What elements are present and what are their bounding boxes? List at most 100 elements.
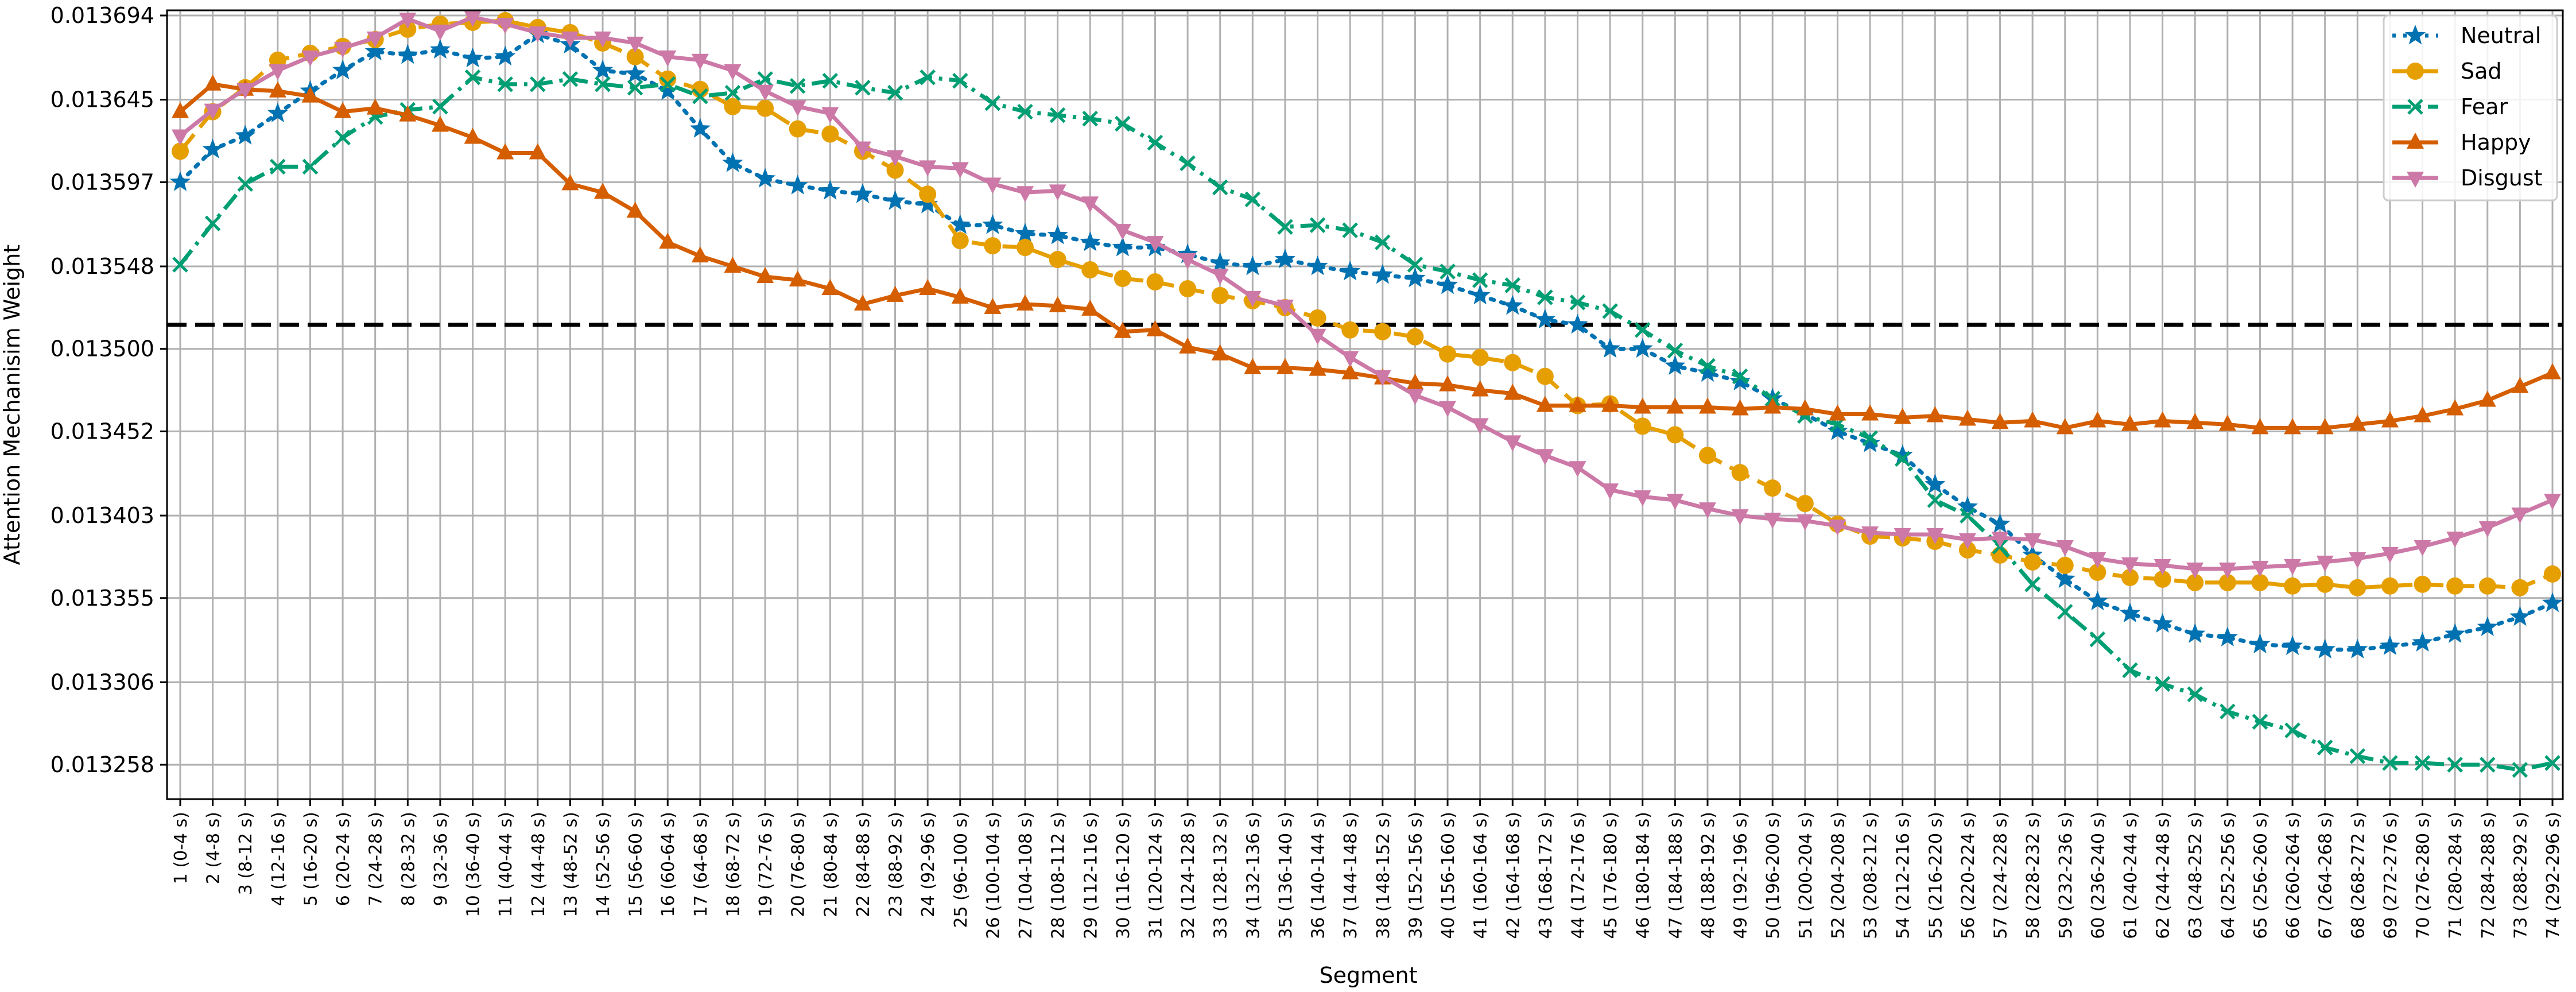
data-point-neutral [1340, 261, 1361, 281]
data-point-sad [886, 161, 904, 179]
data-point-neutral [2119, 602, 2141, 623]
x-tick-label: 21 (80-84 s) [821, 812, 841, 917]
data-point-fear [2349, 748, 2366, 764]
data-point-happy [1341, 363, 1359, 379]
data-point-happy [951, 287, 969, 304]
data-point-fear [1309, 217, 1326, 233]
data-point-disgust [204, 103, 222, 120]
data-point-happy [1244, 358, 1262, 374]
data-point-sad [1114, 269, 1131, 287]
data-point-fear [1667, 342, 1683, 359]
data-point-disgust [2478, 521, 2496, 538]
x-tick-label: 16 (60-64 s) [658, 812, 678, 917]
data-point-fear [1017, 103, 1033, 120]
data-point-sad [2316, 575, 2334, 593]
x-tick-label: 60 (236-240 s) [2088, 812, 2108, 939]
data-point-neutral [722, 152, 743, 172]
data-point-happy [789, 270, 806, 286]
x-tick-label: 42 (164-168 s) [1503, 812, 1523, 939]
data-point-neutral [1600, 338, 1621, 358]
data-point-disgust [1017, 186, 1034, 203]
data-point-fear [1960, 507, 1976, 524]
data-point-disgust [1861, 526, 1879, 543]
data-point-fear [237, 176, 254, 192]
data-point-happy [334, 102, 352, 118]
x-tick-label: 25 (96-100 s) [951, 812, 971, 928]
data-point-disgust [1309, 328, 1326, 345]
data-point-fear [1894, 451, 1911, 467]
data-point-happy [1114, 321, 1131, 338]
data-point-sad [951, 232, 969, 250]
x-tick-label: 52 (204-208 s) [1828, 812, 1848, 939]
data-point-sad [2056, 556, 2074, 574]
data-point-happy [1536, 396, 1554, 412]
data-point-fear [2220, 703, 2236, 720]
data-point-fear [1407, 257, 1423, 273]
data-point-happy [1276, 358, 1294, 374]
data-point-neutral [2347, 638, 2368, 658]
x-tick-label: 59 (232-236 s) [2056, 812, 2076, 939]
x-tick-label: 63 (248-252 s) [2186, 812, 2206, 939]
data-point-happy [1211, 344, 1229, 361]
y-tick-label: 0.013452 [51, 418, 154, 444]
x-tick-label: 68 (268-272 s) [2348, 812, 2368, 939]
data-point-neutral [1632, 338, 1653, 358]
data-point-fear [204, 215, 221, 231]
data-point-disgust [1601, 483, 1619, 500]
data-point-sad [2381, 577, 2399, 595]
x-tick-label: 44 (172-176 s) [1569, 812, 1589, 939]
x-tick-label: 69 (272-276 s) [2381, 812, 2401, 939]
data-point-happy [756, 266, 774, 283]
data-point-neutral [1665, 355, 1686, 375]
data-point-fear [692, 88, 708, 104]
data-point-disgust [1504, 435, 1522, 452]
legend-marker-disgust [2407, 172, 2424, 188]
data-point-happy [2251, 418, 2269, 435]
data-point-fear [2447, 757, 2463, 773]
data-point-fear [1569, 294, 1586, 311]
data-point-disgust [529, 26, 546, 42]
data-point-neutral [1860, 432, 1881, 452]
x-tick-label: 71 (280-284 s) [2446, 812, 2466, 939]
data-point-neutral [2379, 635, 2400, 655]
data-point-fear [1927, 492, 1943, 508]
data-point-happy [2218, 414, 2236, 431]
data-point-happy [431, 115, 449, 132]
data-point-sad [2024, 553, 2042, 571]
x-tick-label: 45 (176-180 s) [1601, 812, 1621, 939]
data-point-sad [2284, 577, 2302, 595]
data-point-happy [1796, 399, 1814, 416]
data-point-disgust [1276, 299, 1294, 316]
data-point-neutral [1372, 264, 1393, 284]
data-point-disgust [301, 50, 319, 67]
x-tick-label: 20 (76-80 s) [789, 812, 809, 917]
data-point-fear [1602, 303, 1618, 319]
data-point-fear [1700, 358, 1716, 374]
x-tick-label: 14 (52-56 s) [593, 812, 614, 917]
data-point-disgust [1244, 290, 1262, 307]
data-point-neutral [624, 63, 646, 83]
data-point-happy [529, 143, 546, 160]
data-point-neutral [2087, 590, 2108, 611]
data-point-fear [627, 79, 643, 96]
data-point-disgust [1471, 418, 1489, 435]
data-point-disgust [2251, 560, 2269, 577]
data-point-disgust [1569, 461, 1586, 478]
data-point-sad [1341, 321, 1359, 339]
data-point-neutral [917, 193, 938, 214]
data-point-disgust [691, 53, 709, 70]
data-point-sad [1439, 345, 1457, 363]
data-point-neutral [1567, 313, 1588, 334]
data-point-sad [626, 48, 644, 65]
data-point-disgust [1211, 268, 1229, 285]
data-point-neutral [949, 214, 971, 234]
data-point-happy [1049, 296, 1066, 312]
x-tick-label: 40 (156-160 s) [1438, 812, 1458, 939]
x-tick-label: 33 (128-132 s) [1211, 812, 1231, 939]
data-point-neutral [169, 171, 191, 191]
data-point-disgust [1341, 351, 1359, 367]
data-point-happy [1764, 397, 1782, 414]
legend-marker-fear [2407, 99, 2423, 115]
legend-label-neutral: Neutral [2461, 23, 2541, 48]
